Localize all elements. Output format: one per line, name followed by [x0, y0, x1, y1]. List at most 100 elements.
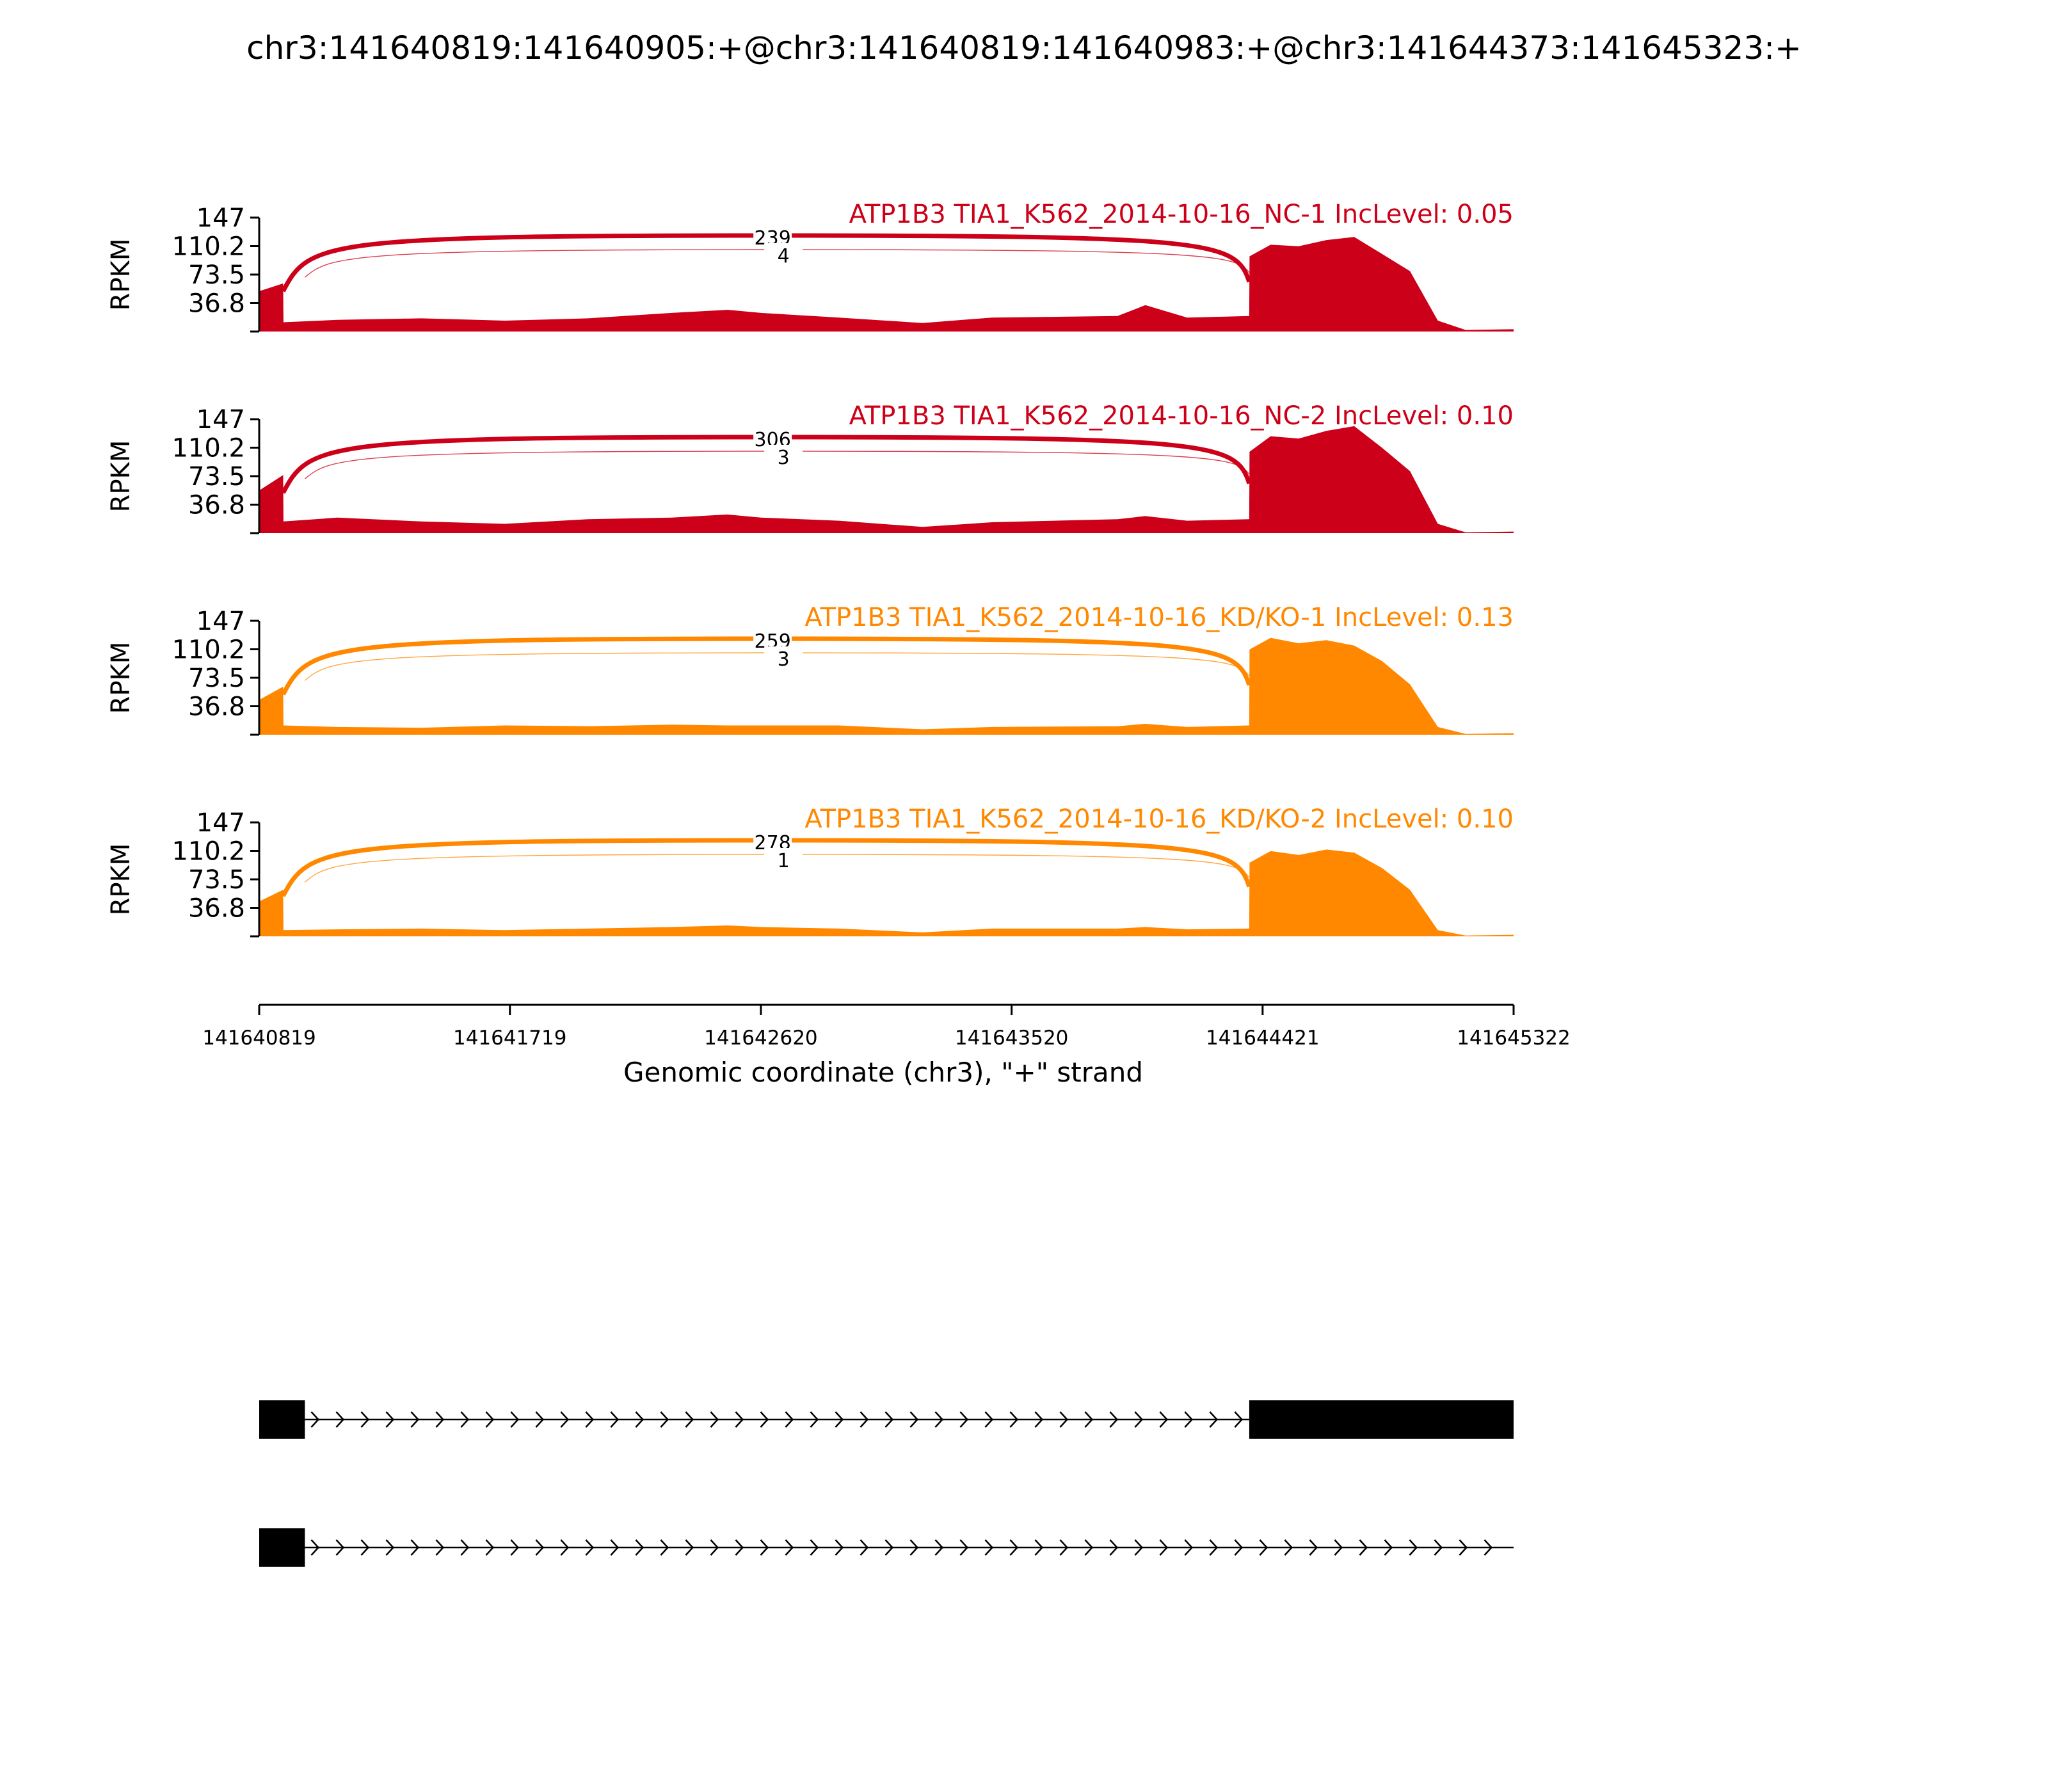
- junction-count: 3: [778, 447, 790, 469]
- strand-arrow: [810, 1539, 819, 1556]
- strand-arrow: [535, 1539, 545, 1556]
- strand-arrow: [735, 1539, 744, 1556]
- strand-arrow: [635, 1539, 644, 1556]
- y-tick-label: 110.2: [172, 636, 245, 665]
- strand-arrow: [685, 1539, 694, 1556]
- strand-arrow: [485, 1539, 495, 1556]
- strand-arrow: [810, 1411, 819, 1428]
- strand-arrow: [860, 1411, 869, 1428]
- strand-arrow: [1284, 1539, 1293, 1556]
- chart-title: chr3:141640819:141640905:+@chr3:14164081…: [246, 29, 1802, 67]
- strand-arrow: [1109, 1411, 1119, 1428]
- strand-arrow: [560, 1411, 570, 1428]
- strand-arrow: [934, 1539, 944, 1556]
- track-title: ATP1B3 TIA1_K562_2014-10-16_NC-1 IncLeve…: [849, 200, 1514, 229]
- x-axis-label: Genomic coordinate (chr3), "+" strand: [623, 1057, 1143, 1088]
- junction-label-bg: [764, 848, 803, 870]
- strand-arrow: [335, 1539, 345, 1556]
- strand-arrow: [1334, 1539, 1343, 1556]
- x-tick-label: 141640819: [202, 1027, 316, 1050]
- y-axis-label: RPKM: [106, 844, 136, 916]
- strand-arrow: [1009, 1539, 1019, 1556]
- strand-arrow: [1484, 1539, 1493, 1556]
- strand-arrow: [959, 1539, 969, 1556]
- y-tick-label: 36.8: [188, 289, 245, 319]
- junction-label-bg: [764, 646, 803, 668]
- strand-arrow: [1209, 1539, 1219, 1556]
- strand-arrow: [360, 1539, 370, 1556]
- strand-arrow: [335, 1411, 345, 1428]
- track-title: ATP1B3 TIA1_K562_2014-10-16_KD/KO-1 IncL…: [804, 603, 1514, 632]
- strand-arrow: [1009, 1411, 1019, 1428]
- strand-arrow: [435, 1539, 445, 1556]
- strand-arrow: [585, 1411, 595, 1428]
- strand-arrow: [1259, 1539, 1268, 1556]
- junction-count: 4: [778, 245, 790, 268]
- y-tick-label: 73.5: [188, 462, 245, 492]
- y-axis-label: RPKM: [106, 642, 136, 714]
- strand-arrow: [735, 1411, 744, 1428]
- strand-arrow: [1384, 1539, 1393, 1556]
- coverage-area: [259, 637, 1514, 735]
- strand-arrow: [660, 1539, 669, 1556]
- strand-arrow: [835, 1539, 844, 1556]
- strand-arrow: [635, 1411, 644, 1428]
- strand-arrow: [1159, 1411, 1169, 1428]
- strand-arrow: [685, 1411, 694, 1428]
- strand-arrow: [385, 1411, 395, 1428]
- strand-arrow: [1409, 1539, 1418, 1556]
- strand-arrow: [385, 1539, 395, 1556]
- junction-label-bg: [764, 445, 803, 467]
- strand-arrow: [410, 1411, 420, 1428]
- y-tick-label: 147: [196, 204, 245, 233]
- coverage-area: [259, 237, 1514, 332]
- strand-arrow: [984, 1539, 994, 1556]
- track-title: ATP1B3 TIA1_K562_2014-10-16_KD/KO-2 IncL…: [804, 804, 1514, 834]
- y-tick-label: 73.5: [188, 865, 245, 895]
- y-axis-label: RPKM: [106, 239, 136, 311]
- strand-arrow: [1434, 1539, 1443, 1556]
- coverage-area: [259, 426, 1514, 533]
- y-tick-label: 110.2: [172, 837, 245, 867]
- strand-arrow: [785, 1539, 794, 1556]
- strand-arrow: [435, 1411, 445, 1428]
- strand-arrow: [585, 1539, 595, 1556]
- strand-arrow: [310, 1411, 320, 1428]
- strand-arrow: [510, 1539, 520, 1556]
- strand-arrow: [884, 1539, 894, 1556]
- strand-arrow: [984, 1411, 994, 1428]
- strand-arrow: [360, 1411, 370, 1428]
- strand-arrow: [835, 1411, 844, 1428]
- y-tick-label: 73.5: [188, 260, 245, 290]
- y-axis-label: RPKM: [106, 440, 136, 513]
- strand-arrow: [1109, 1539, 1119, 1556]
- strand-arrow: [1184, 1539, 1194, 1556]
- isoform-1: [259, 1400, 1514, 1439]
- strand-arrow: [610, 1411, 620, 1428]
- strand-arrow: [535, 1411, 545, 1428]
- x-tick-label: 141645322: [1457, 1027, 1571, 1050]
- strand-arrow: [959, 1411, 969, 1428]
- coverage-area: [259, 849, 1514, 936]
- isoform-structures: [259, 1400, 1514, 1567]
- strand-arrow: [884, 1411, 894, 1428]
- strand-arrow: [1209, 1411, 1219, 1428]
- junction-count: 1: [778, 850, 790, 872]
- y-tick-label: 110.2: [172, 232, 245, 262]
- strand-arrow: [1234, 1411, 1244, 1428]
- x-tick-label: 141642620: [704, 1027, 818, 1050]
- junction-label-bg: [764, 243, 803, 265]
- strand-arrow: [1234, 1539, 1244, 1556]
- strand-arrow: [1459, 1539, 1468, 1556]
- y-tick-label: 147: [196, 405, 245, 435]
- strand-arrow: [710, 1539, 719, 1556]
- y-tick-label: 36.8: [188, 491, 245, 520]
- strand-arrow: [1034, 1411, 1044, 1428]
- strand-arrow: [934, 1411, 944, 1428]
- x-tick-label: 141643520: [955, 1027, 1069, 1050]
